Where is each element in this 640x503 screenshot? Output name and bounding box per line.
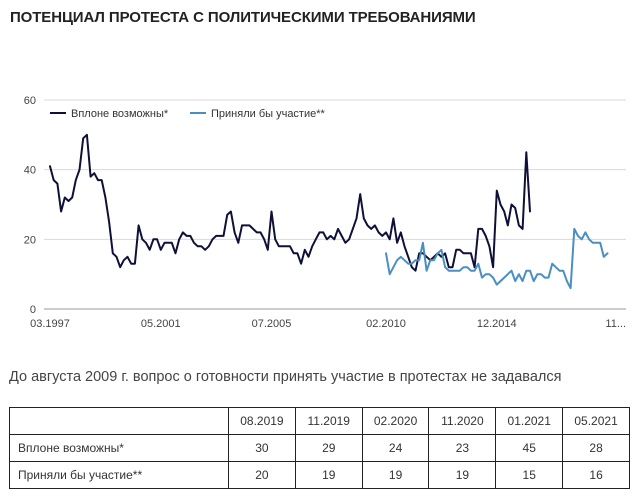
table-header-cell: 05.2021 [562, 407, 630, 435]
chart-title: ПОТЕНЦИАЛ ПРОТЕСТА С ПОЛИТИЧЕСКИМИ ТРЕБО… [10, 9, 476, 26]
table-header-cell: 11.2020 [428, 407, 497, 435]
x-tick-label: 12.2014 [477, 318, 517, 330]
data-table: 08.2019 11.2019 02.2020 11.2020 01.2021 … [9, 407, 630, 489]
y-tick-label: 0 [30, 304, 36, 316]
table-cell: 19 [294, 461, 363, 489]
table-cell: 16 [562, 461, 630, 489]
table-cell: 20 [228, 461, 296, 489]
x-tick-label: 02.2010 [366, 318, 406, 330]
x-tick-label: 11... [605, 318, 626, 330]
footnote: До августа 2009 г. вопрос о готовности п… [9, 369, 562, 385]
table-header-cell: 08.2019 [228, 407, 296, 435]
legend: Вплоне возможны* Приняли бы участие** [50, 108, 326, 120]
table-header-cell: 11.2019 [294, 407, 363, 435]
table-cell: 24 [361, 434, 430, 462]
x-tick-label: 07.2005 [252, 318, 292, 330]
y-tick-label: 40 [24, 165, 36, 177]
table-cell: 45 [495, 434, 564, 462]
table-cell: 19 [361, 461, 430, 489]
table-row: Приняли бы участие** 20 19 19 19 15 16 [9, 461, 630, 489]
x-tick-label: 03.1997 [30, 318, 70, 330]
table-header-cell: 02.2020 [361, 407, 430, 435]
y-tick-label: 60 [24, 95, 36, 107]
table-header-cell: 01.2021 [495, 407, 564, 435]
series-line-2 [385, 227, 609, 290]
table-corner-cell [9, 407, 229, 435]
series-line-1 [49, 133, 531, 272]
table-row: Вплоне возможны* 30 29 24 23 45 28 [9, 434, 630, 462]
series-lines [49, 133, 609, 290]
legend-label: Вплоне возможны* [71, 108, 169, 120]
table-cell: 29 [294, 434, 363, 462]
y-axis-ticks: 0 20 40 60 [24, 95, 36, 316]
table-cell: 23 [428, 434, 497, 462]
table-cell: 19 [428, 461, 497, 489]
table-cell: 30 [228, 434, 296, 462]
table-cell: 28 [562, 434, 630, 462]
line-chart: 0 20 40 60 03.1997 05.2001 07.2005 02.2010 12.2… [24, 95, 626, 330]
table-header-row: 08.2019 11.2019 02.2020 11.2020 01.2021 … [9, 407, 630, 435]
grid-lines [44, 99, 626, 310]
table-row-label: Вплоне возможны* [9, 434, 229, 462]
x-tick-label: 05.2001 [141, 318, 181, 330]
legend-label: Приняли бы участие** [211, 108, 326, 120]
y-tick-label: 20 [24, 234, 36, 246]
table-cell: 15 [495, 461, 564, 489]
x-axis-ticks: 03.1997 05.2001 07.2005 02.2010 12.2014 11... [30, 318, 626, 330]
table-row-label: Приняли бы участие** [9, 461, 229, 489]
